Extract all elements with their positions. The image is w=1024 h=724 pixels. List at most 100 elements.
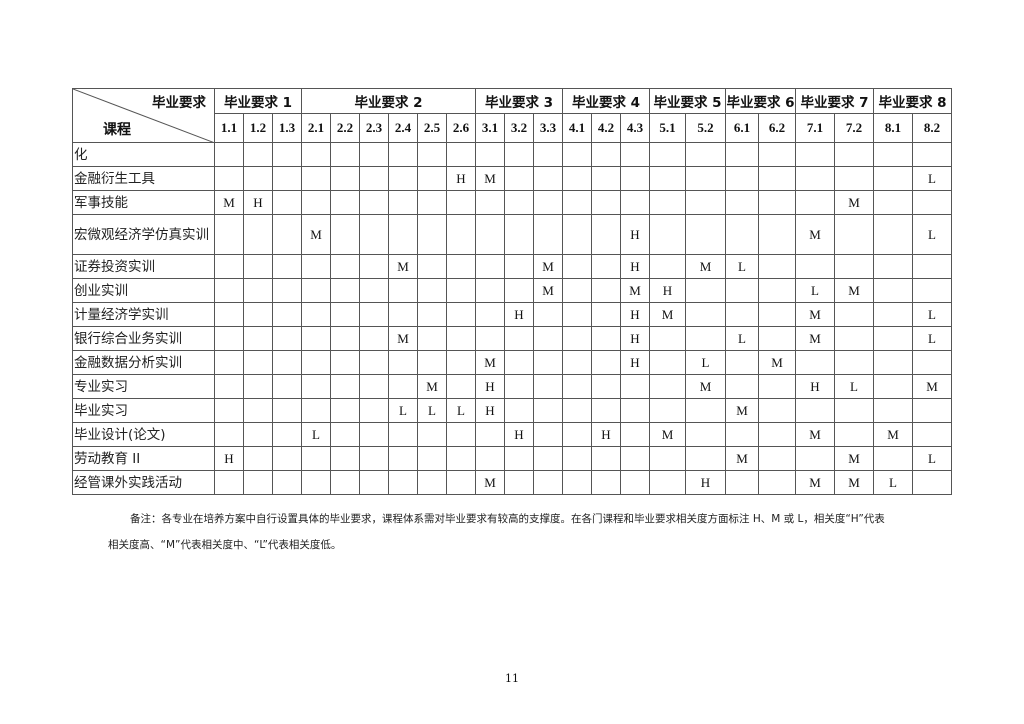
relevance-cell [685,302,726,327]
relevance-cell [330,190,360,215]
relevance-cell [301,190,331,215]
relevance-cell [620,142,650,167]
relevance-cell [685,190,726,215]
diagonal-line [73,89,215,143]
relevance-cell: L [912,214,952,255]
relevance-cell [417,214,447,255]
relevance-cell [834,326,874,351]
sub-requirement-header: 4.2 [591,113,621,143]
relevance-cell [475,446,505,471]
relevance-cell: M [475,166,505,191]
relevance-cell [388,446,418,471]
relevance-cell [446,446,476,471]
requirement-group-header: 毕业要求 7 [795,88,874,114]
relevance-cell [795,190,835,215]
requirement-group-header: 毕业要求 4 [562,88,650,114]
relevance-cell [301,326,331,351]
relevance-cell [533,302,563,327]
relevance-cell [388,166,418,191]
relevance-cell [591,350,621,375]
relevance-cell [446,278,476,303]
relevance-cell: H [214,446,244,471]
relevance-cell [795,398,835,423]
corner-requirement-label: 毕业要求 [152,95,206,111]
relevance-cell [873,214,913,255]
relevance-cell [359,166,389,191]
relevance-cell [562,398,592,423]
relevance-cell: L [834,374,874,399]
relevance-cell [685,398,726,423]
relevance-cell [330,350,360,375]
relevance-cell [359,142,389,167]
sub-requirement-header: 2.5 [417,113,447,143]
relevance-cell: M [214,190,244,215]
relevance-cell [446,422,476,447]
table-row: 创业实训 M M H L M [72,278,952,303]
sub-requirement-header: 1.2 [243,113,273,143]
relevance-cell: M [834,278,874,303]
table-row: 专业实习 M H M H L M [72,374,952,399]
relevance-cell [330,326,360,351]
requirement-group-header: 毕业要求 1 [214,88,302,114]
relevance-cell [758,398,796,423]
relevance-cell [834,214,874,255]
relevance-cell [533,422,563,447]
relevance-cell [417,142,447,167]
relevance-cell [649,166,686,191]
relevance-cell [359,446,389,471]
relevance-cell: M [725,446,759,471]
relevance-cell [504,166,534,191]
relevance-cell [591,214,621,255]
course-name-cell: 金融数据分析实训 [72,350,215,375]
relevance-cell [591,142,621,167]
relevance-cell [620,422,650,447]
relevance-cell [562,214,592,255]
table-row: 金融数据分析实训 M H L M [72,350,952,375]
relevance-cell: L [795,278,835,303]
relevance-cell [912,422,952,447]
relevance-cell [417,470,447,495]
relevance-cell [388,374,418,399]
relevance-cell [562,374,592,399]
relevance-cell [301,350,331,375]
relevance-cell [533,446,563,471]
relevance-cell [214,278,244,303]
course-name-cell: 银行综合业务实训 [72,326,215,351]
table-row: 计量经济学实训 H H M M L [72,302,952,327]
relevance-cell [272,326,302,351]
relevance-cell [214,326,244,351]
relevance-cell [272,374,302,399]
relevance-cell [214,302,244,327]
relevance-cell [330,446,360,471]
course-name-cell: 金融衍生工具 [72,166,215,191]
course-name-cell: 计量经济学实训 [72,302,215,327]
relevance-cell [330,302,360,327]
relevance-cell [301,398,331,423]
relevance-cell [243,166,273,191]
relevance-cell [301,142,331,167]
relevance-cell [725,374,759,399]
relevance-cell [685,166,726,191]
relevance-cell [504,446,534,471]
relevance-cell [330,398,360,423]
relevance-cell [725,278,759,303]
relevance-cell [562,470,592,495]
table-row: 劳动教育 II H M M L [72,446,952,471]
relevance-cell [620,398,650,423]
relevance-cell [562,166,592,191]
relevance-cell [301,374,331,399]
relevance-cell [272,278,302,303]
relevance-cell [359,326,389,351]
relevance-cell [243,422,273,447]
relevance-cell [359,470,389,495]
relevance-cell [330,470,360,495]
requirement-group-header: 毕业要求 6 [725,88,796,114]
relevance-cell [758,166,796,191]
relevance-cell: L [725,254,759,279]
relevance-cell [725,190,759,215]
sub-requirement-header: 4.1 [562,113,592,143]
relevance-cell: L [912,302,952,327]
relevance-cell: M [834,446,874,471]
relevance-cell [388,470,418,495]
relevance-cell [330,166,360,191]
